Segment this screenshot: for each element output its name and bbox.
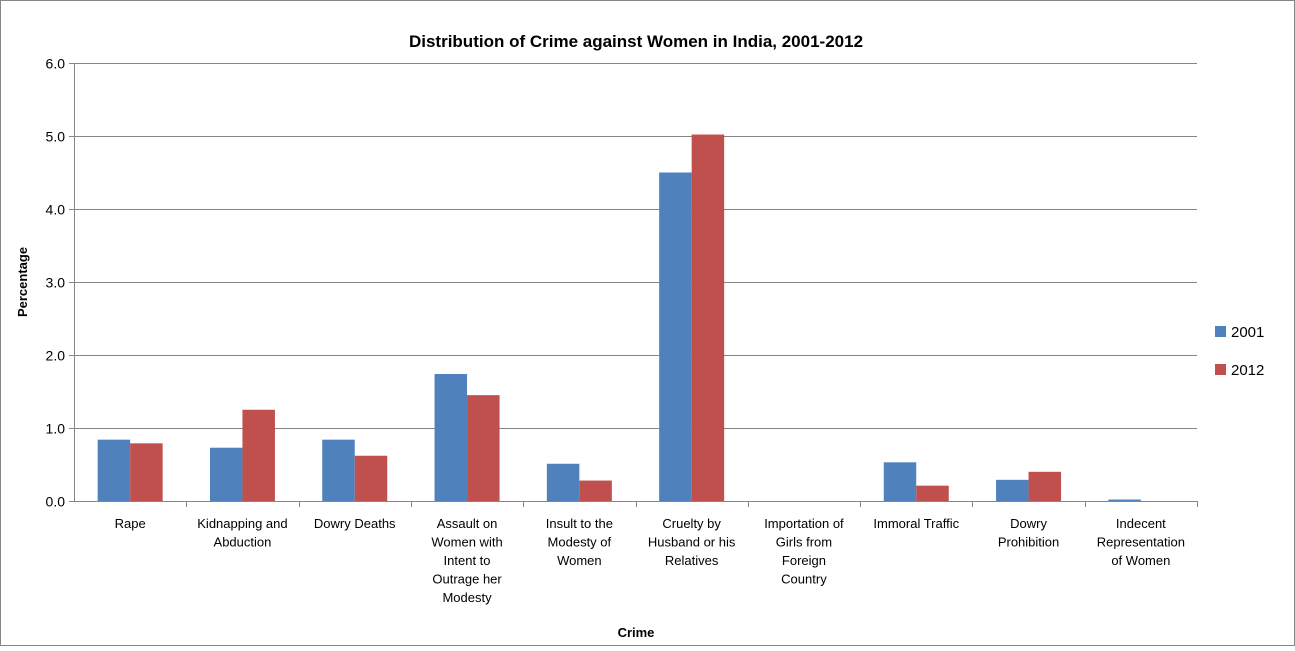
bar-2012-8 <box>1028 471 1062 501</box>
bar-2012-7 <box>916 485 949 501</box>
y-tick-label: 1.0 <box>46 421 66 437</box>
x-tick-label: Women with <box>431 535 502 550</box>
legend-label-2012: 2012 <box>1231 362 1264 379</box>
chart-title: Distribution of Crime against Women in I… <box>409 32 863 51</box>
x-tick-label: Modesty <box>442 590 492 605</box>
legend: 2001 2012 <box>1215 324 1264 379</box>
x-tick-label: Women <box>557 553 602 568</box>
bar-2001-2 <box>322 439 355 501</box>
x-tick-label: Kidnapping and <box>197 516 287 531</box>
x-tick-label: Outrage her <box>432 572 502 587</box>
x-tick-label: Relatives <box>665 553 719 568</box>
x-tick-label: Cruelty by <box>662 516 721 531</box>
bar-2012-4 <box>579 480 612 501</box>
x-tick-label: Representation <box>1097 535 1185 550</box>
bars <box>97 134 1141 502</box>
bar-2001-8 <box>996 479 1029 501</box>
y-tick-label: 2.0 <box>46 348 66 364</box>
category-labels: Rape Kidnapping and Abduction Dowry Deaths A… <box>115 516 1185 605</box>
x-tick-label: Country <box>781 572 827 587</box>
y-axis-title: Percentage <box>15 247 30 317</box>
x-tick-label: Foreign <box>782 553 826 568</box>
bar-2001-1 <box>209 447 243 501</box>
x-tick-label: Assault on <box>437 516 498 531</box>
bar-2012-5 <box>691 134 725 502</box>
x-tick-label: Rape <box>115 516 146 531</box>
x-tick-label: Abduction <box>214 535 272 550</box>
x-tick-label: Dowry <box>1010 516 1047 531</box>
legend-label-2001: 2001 <box>1231 324 1264 341</box>
y-tick-label: 0.0 <box>46 494 66 510</box>
x-axis-title: Crime <box>618 625 655 640</box>
bar-2001-3 <box>434 373 468 501</box>
bar-2012-0 <box>130 443 163 501</box>
y-tick-label: 3.0 <box>46 275 66 291</box>
legend-swatch-2001 <box>1215 326 1226 337</box>
x-tick-label: Intent to <box>444 553 491 568</box>
bar-2001-5 <box>659 172 692 501</box>
x-tick-label: Husband or his <box>648 535 736 550</box>
x-tick-label: Importation of <box>764 516 844 531</box>
bar-2012-2 <box>354 455 388 501</box>
bar-2001-7 <box>883 462 917 501</box>
y-tick-label: 4.0 <box>46 202 66 218</box>
x-tick-label: Modesty of <box>548 535 612 550</box>
bar-2001-0 <box>97 439 131 501</box>
x-tick-label: Prohibition <box>998 535 1059 550</box>
y-tick-label: 6.0 <box>46 56 66 72</box>
bar-2001-9 <box>1108 499 1141 501</box>
x-tick-label: Indecent <box>1116 516 1166 531</box>
bar-2001-4 <box>546 463 580 501</box>
legend-swatch-2012 <box>1215 364 1226 375</box>
y-tick-label: 5.0 <box>46 129 66 145</box>
axes: 0.0 1.0 2.0 3.0 4.0 5.0 6.0 <box>46 56 1198 510</box>
x-tick-label: Insult to the <box>546 516 613 531</box>
x-tick-label: Immoral Traffic <box>873 516 959 531</box>
x-tick-label: Girls from <box>776 535 832 550</box>
bar-2012-3 <box>467 395 500 501</box>
x-tick-label: of Women <box>1111 553 1170 568</box>
bar-2012-1 <box>242 409 275 501</box>
x-tick-label: Dowry Deaths <box>314 516 396 531</box>
